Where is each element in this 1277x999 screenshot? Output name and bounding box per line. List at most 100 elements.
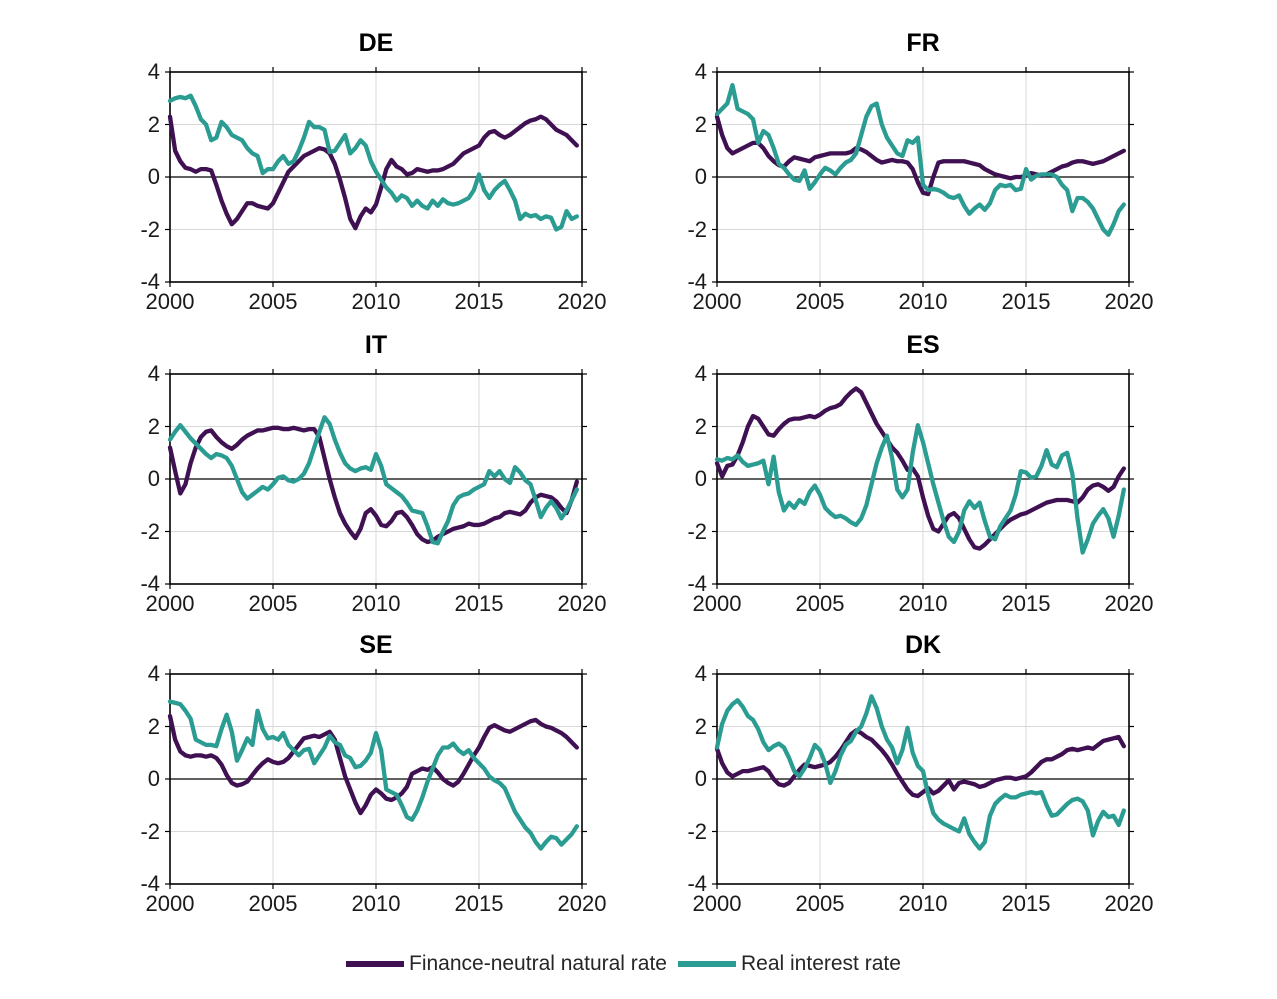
x-axis-tick-labels: 2000 2005 2010 2015 2020 — [146, 289, 607, 317]
x-tick-label: 2015 — [454, 891, 504, 916]
x-tick-label: 2015 — [1001, 891, 1051, 916]
subplot-it: IT 4 2 0 -2 -4 2000 2005 2010 2015 2020 — [140, 331, 606, 616]
subplot-dk: DK 4 2 0 -2 -4 2000 2005 2010 2015 2020 — [687, 631, 1153, 916]
y-tick-label: 4 — [694, 661, 707, 686]
series-line-real-interest — [714, 82, 1127, 237]
y-axis-tick-labels: 4 2 0 -2 -4 — [655, 59, 707, 294]
series-line-finance-neutral — [167, 425, 580, 545]
y-axis-tick-labels: 4 2 0 -2 -4 — [655, 661, 707, 896]
subplot-title-dk: DK — [904, 631, 942, 659]
y-tick-label: 0 — [147, 466, 160, 491]
x-tick-label: 2005 — [248, 591, 298, 616]
subplot-title-es: ES — [906, 331, 940, 359]
x-tick-label: 2015 — [1001, 591, 1051, 616]
series-line-real-interest — [167, 699, 580, 851]
y-tick-label: 4 — [694, 59, 707, 84]
x-tick-label: 2020 — [1104, 289, 1154, 314]
legend-item-finance-neutral: Finance-neutral natural rate — [346, 952, 667, 976]
axis-box — [716, 373, 1130, 585]
plot-area-dk — [712, 669, 1134, 889]
y-axis-tick-labels: 4 2 0 -2 -4 — [108, 59, 160, 294]
x-axis-tick-labels: 2000 2005 2010 2015 2020 — [146, 891, 607, 919]
x-tick-label: 2000 — [145, 591, 195, 616]
series-line-real-interest — [714, 423, 1127, 555]
x-tick-label: 2010 — [351, 289, 401, 314]
subplot-se: SE 4 2 0 -2 -4 2000 2005 2010 2015 2020 — [140, 631, 606, 916]
y-tick-label: -2 — [140, 818, 160, 844]
x-axis-tick-labels: 2000 2005 2010 2015 2020 — [693, 591, 1154, 619]
y-tick-label: -2 — [687, 518, 707, 544]
y-axis-tick-labels: 4 2 0 -2 -4 — [108, 661, 160, 896]
y-tick-label: 0 — [147, 766, 160, 791]
y-tick-label: -2 — [140, 216, 160, 242]
legend-label-real-interest: Real interest rate — [740, 952, 901, 975]
y-tick-label: 4 — [694, 361, 707, 386]
x-tick-label: 2010 — [898, 289, 948, 314]
y-tick-label: -2 — [687, 216, 707, 242]
y-tick-label: 4 — [147, 59, 160, 84]
x-tick-label: 2010 — [351, 891, 401, 916]
series-line-finance-neutral — [714, 114, 1127, 197]
y-tick-label: 2 — [694, 111, 707, 137]
y-tick-label: 0 — [694, 164, 707, 189]
x-tick-label: 2010 — [898, 891, 948, 916]
x-tick-label: 2005 — [248, 891, 298, 916]
subplot-fr: FR 4 2 0 -2 -4 2000 2005 2010 2015 2020 — [687, 29, 1153, 314]
y-axis-tick-labels: 4 2 0 -2 -4 — [108, 361, 160, 596]
plot-area-fr — [712, 67, 1134, 287]
x-tick-label: 2000 — [145, 891, 195, 916]
subplot-title-se: SE — [359, 631, 393, 659]
y-tick-label: 0 — [147, 164, 160, 189]
x-axis-tick-labels: 2000 2005 2010 2015 2020 — [146, 591, 607, 619]
series-line-finance-neutral — [714, 386, 1127, 551]
legend-item-real-interest: Real interest rate — [677, 952, 901, 976]
x-tick-label: 2020 — [557, 289, 607, 314]
axis-box — [716, 673, 1130, 885]
x-tick-label: 2000 — [692, 891, 742, 916]
y-tick-label: 2 — [147, 111, 160, 137]
x-tick-label: 2020 — [1104, 591, 1154, 616]
y-tick-label: -4 — [687, 571, 707, 596]
y-tick-label: -2 — [687, 818, 707, 844]
x-tick-label: 2000 — [692, 289, 742, 314]
plot-area-se — [165, 669, 587, 889]
y-tick-label: 2 — [147, 713, 160, 739]
plot-area-es — [712, 369, 1134, 589]
axis-box — [169, 373, 583, 585]
subplot-title-it: IT — [364, 331, 388, 359]
y-tick-label: 2 — [694, 713, 707, 739]
series-line-real-interest — [167, 415, 580, 546]
x-tick-label: 2015 — [1001, 289, 1051, 314]
legend-label-finance-neutral: Finance-neutral natural rate — [409, 952, 667, 975]
x-tick-label: 2005 — [795, 289, 845, 314]
subplot-es: ES 4 2 0 -2 -4 2000 2005 2010 2015 2020 — [687, 331, 1153, 616]
y-tick-label: 4 — [147, 661, 160, 686]
x-tick-label: 2015 — [454, 591, 504, 616]
x-tick-label: 2005 — [795, 891, 845, 916]
x-tick-label: 2020 — [1104, 891, 1154, 916]
subplot-title-fr: FR — [906, 29, 940, 57]
y-tick-label: -4 — [687, 269, 707, 294]
x-tick-label: 2010 — [898, 591, 948, 616]
y-tick-label: 2 — [694, 413, 707, 439]
plot-area-it — [165, 369, 587, 589]
y-tick-label: -4 — [687, 871, 707, 896]
subplot-de: DE 4 2 0 -2 -4 2000 2005 2010 2015 2020 — [140, 29, 606, 314]
series-line-finance-neutral — [167, 114, 580, 231]
y-tick-label: 0 — [694, 466, 707, 491]
x-tick-label: 2005 — [795, 591, 845, 616]
y-axis-tick-labels: 4 2 0 -2 -4 — [655, 361, 707, 596]
y-tick-label: 0 — [694, 766, 707, 791]
x-tick-label: 2015 — [454, 289, 504, 314]
legend-swatch-finance-neutral-line — [346, 961, 404, 967]
chart-legend: Finance-neutral natural rate Real intere… — [346, 949, 901, 979]
series-line-real-interest — [167, 93, 580, 232]
axis-box — [716, 71, 1130, 283]
x-tick-label: 2010 — [351, 591, 401, 616]
x-tick-label: 2020 — [557, 591, 607, 616]
x-tick-label: 2000 — [692, 591, 742, 616]
subplot-title-de: DE — [358, 29, 394, 57]
y-tick-label: -4 — [140, 571, 160, 596]
y-tick-label: -2 — [140, 518, 160, 544]
